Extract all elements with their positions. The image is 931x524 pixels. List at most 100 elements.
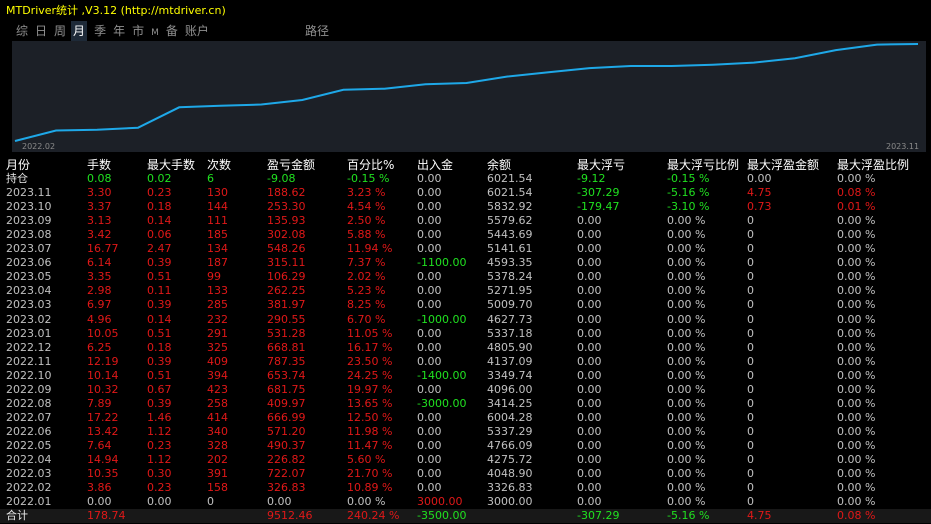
table-cell: 5579.62 [487, 214, 533, 228]
table-cell: 0.00 [577, 326, 602, 340]
table-cell: 2.98 [87, 284, 112, 298]
table-cell: 4766.09 [487, 438, 533, 452]
table-cell: 4275.72 [487, 452, 533, 466]
table-cell: 5337.29 [487, 424, 533, 438]
table-cell: 0.00 % [837, 410, 876, 424]
table-cell: 0.00 % [837, 368, 876, 382]
table-cell: 0.00 [577, 438, 602, 452]
table-total-row: 合计 178.74 9512.46 240.24 % -3500.00 -307.29 -5… [0, 509, 931, 524]
table-cell: 0.51 [147, 368, 172, 382]
table-cell: -1000.00 [417, 312, 467, 326]
table-cell: 2023.05 [6, 270, 52, 284]
table-cell: 5141.61 [487, 242, 533, 256]
table-cell: 0 [747, 438, 754, 452]
table-cell: 681.75 [267, 382, 306, 396]
table-cell: 0.00 [577, 284, 602, 298]
table-cell: 0.00 % [837, 312, 876, 326]
tab-2[interactable]: 周 [54, 24, 67, 38]
table-cell: 226.82 [267, 452, 306, 466]
table-cell: 0.00 [577, 340, 602, 354]
table-cell: 2022.02 [6, 481, 52, 495]
table-cell: 6.70 % [347, 312, 386, 326]
table-cell: 5337.18 [487, 326, 533, 340]
tab-1[interactable]: 日 [35, 24, 48, 38]
tab-3[interactable]: 月 [71, 21, 88, 41]
tab-7[interactable]: M [151, 28, 159, 38]
table-row: 2023.10 3.37 0.18 144 253.30 4.54 % 0.00 5832.9… [0, 200, 931, 214]
column-header: 盈亏金额 [267, 158, 316, 172]
table-cell: 0 [747, 382, 754, 396]
table-cell: 4.96 [87, 312, 112, 326]
table-cell: 722.07 [267, 467, 306, 481]
tab-6[interactable]: 市 [132, 24, 145, 38]
table-cell: 0.00 [577, 382, 602, 396]
table-cell: 5.23 % [347, 284, 386, 298]
tab-path[interactable]: 路径 [305, 24, 330, 38]
x-start-label: 2022.02 [22, 142, 55, 151]
tab-9[interactable]: 账户 [184, 24, 209, 38]
table-cell: 0.00 % [347, 495, 386, 509]
table-cell: 0.00 % [667, 396, 706, 410]
tab-5[interactable]: 年 [113, 24, 126, 38]
table-cell: 0 [747, 368, 754, 382]
table-cell: 0.18 [147, 200, 172, 214]
table-cell: 787.35 [267, 354, 306, 368]
table-cell: 17.22 [87, 410, 119, 424]
table-cell: 2023.06 [6, 256, 52, 270]
table-cell: 0 [747, 214, 754, 228]
table-cell: 0.00 % [837, 270, 876, 284]
table-cell: 2022.05 [6, 438, 52, 452]
table-cell: 2022.04 [6, 452, 52, 466]
tab-4[interactable]: 季 [94, 24, 107, 38]
table-cell: 0.00 % [667, 284, 706, 298]
table-cell: 6021.54 [487, 172, 533, 186]
table-cell: -1400.00 [417, 368, 467, 382]
table-cell: 2023.02 [6, 312, 52, 326]
table-cell: 0.14 [147, 312, 172, 326]
period-tabs: 综日周月季年市 M 备账户 路径 [0, 21, 931, 41]
table-cell: 571.20 [267, 424, 306, 438]
table-row: 2022.08 7.89 0.39 258 409.97 13.65 % -3000.00 3… [0, 397, 931, 411]
table-cell: 106.29 [267, 270, 306, 284]
tab-0[interactable]: 综 [16, 24, 29, 38]
tab-8[interactable]: 备 [165, 24, 178, 38]
table-cell: 3000.00 [487, 495, 533, 509]
table-cell: 0.00 [267, 495, 292, 509]
table-cell: 0.00 % [667, 368, 706, 382]
table-cell: 0 [747, 256, 754, 270]
table-cell: 262.25 [267, 284, 306, 298]
table-cell: 0.00 % [667, 270, 706, 284]
table-cell: 0.00 [417, 481, 442, 495]
table-cell: 302.08 [267, 228, 306, 242]
table-cell: -0.15 % [667, 172, 710, 186]
table-cell: 130 [207, 186, 228, 200]
table-cell: 0.11 [147, 284, 172, 298]
table-cell: 0.02 [147, 172, 172, 186]
window-title: MTDriver统计 ,V3.12 (http://mtdriver.cn) [6, 4, 226, 17]
table-cell: 4096.00 [487, 382, 533, 396]
table-cell: 0.00 [577, 396, 602, 410]
table-cell: 253.30 [267, 200, 306, 214]
table-cell: 240.24 % [347, 509, 400, 523]
table-cell: 持仓 [6, 172, 28, 186]
table-cell: 9512.46 [267, 509, 313, 523]
table-cell: 0.23 [147, 481, 172, 495]
table-cell: 0 [747, 354, 754, 368]
table-cell: 0.00 % [837, 228, 876, 242]
column-header: 最大浮亏比例 [667, 158, 740, 172]
table-cell: 111 [207, 214, 228, 228]
table-cell: 11.05 % [347, 326, 393, 340]
table-cell: 0.00 % [837, 298, 876, 312]
table-cell: 0.30 [147, 467, 172, 481]
table-cell: 6.97 [87, 298, 112, 312]
table-cell: 0 [747, 424, 754, 438]
table-cell: 394 [207, 368, 228, 382]
table-cell: 0.08 % [837, 186, 876, 200]
table-cell: 0.01 % [837, 200, 876, 214]
table-cell: 423 [207, 382, 228, 396]
table-cell: 11.94 % [347, 242, 393, 256]
table-cell: 6 [207, 172, 214, 186]
table-cell: 0.00 % [837, 256, 876, 270]
table-row: 2022.09 10.32 0.67 423 681.75 19.97 % 0.00 4096… [0, 383, 931, 397]
table-cell: 0.00 % [667, 340, 706, 354]
